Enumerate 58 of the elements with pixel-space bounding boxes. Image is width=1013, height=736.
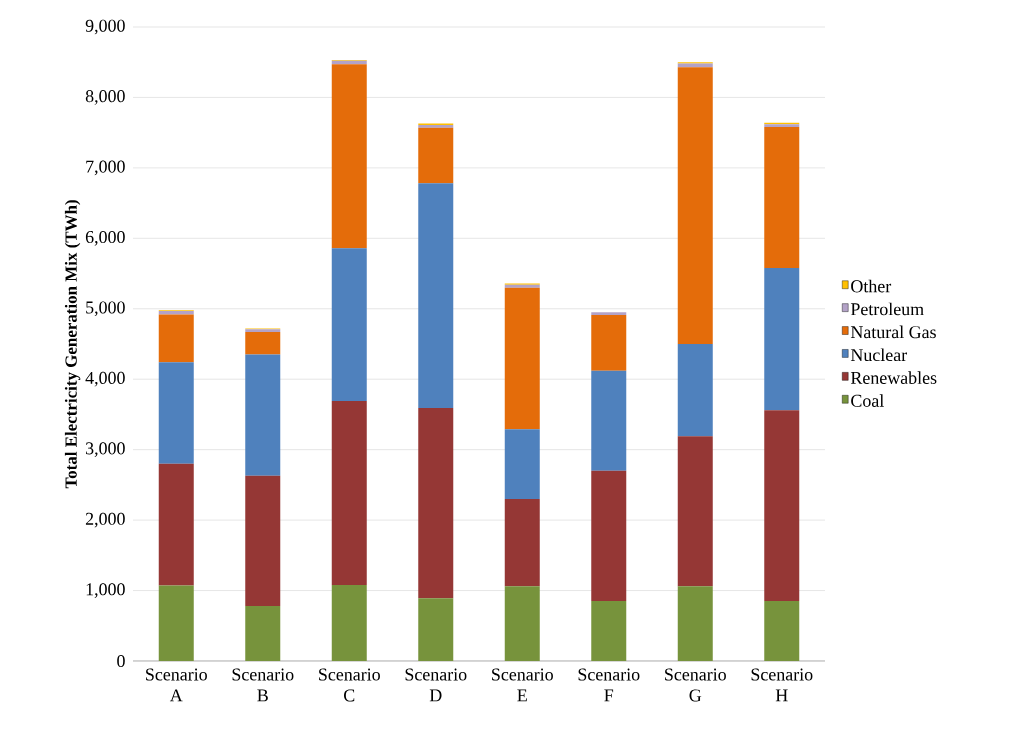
bar [764, 601, 800, 661]
y-tick-label: 9,000 [85, 19, 125, 35]
bar [418, 127, 454, 184]
bar [331, 248, 367, 402]
bar [677, 586, 713, 661]
bar [245, 332, 281, 355]
bar [764, 410, 800, 602]
bar [764, 267, 800, 411]
y-tick-label: 7,000 [86, 160, 125, 176]
x-tick-label: Scenario B [232, 668, 294, 702]
y-tick-label: 5,000 [86, 301, 125, 317]
bar [331, 584, 367, 661]
legend-label: Coal [851, 394, 884, 407]
bar [591, 370, 627, 471]
legend-label: Nuclear [850, 348, 908, 362]
bar [331, 64, 367, 249]
legend-label: Petroleum [850, 302, 924, 316]
bar [591, 601, 627, 661]
x-tick-label: Scenario H [751, 668, 813, 702]
y-tick-label: 4,000 [85, 371, 125, 387]
bar [158, 362, 194, 464]
bar [158, 463, 194, 586]
bar [591, 470, 627, 602]
bar [331, 401, 367, 585]
bar [677, 67, 713, 344]
legend-label: Natural Gas [850, 325, 936, 339]
x-tick-label: Scenario F [578, 668, 640, 702]
y-tick-label: 1,000 [86, 583, 125, 598]
bar [504, 498, 540, 587]
bar [245, 354, 281, 476]
bar [418, 183, 454, 409]
bar [418, 408, 454, 599]
x-tick-label: Scenario D [405, 668, 467, 702]
x-tick-label: Scenario A [146, 668, 207, 702]
y-tick-label: 0 [117, 654, 125, 668]
bar [504, 287, 540, 430]
y-tick-label: 2,000 [85, 512, 125, 528]
bar [158, 585, 194, 661]
bar [245, 606, 281, 661]
x-tick-label: Scenario C [319, 668, 380, 702]
bar [591, 312, 627, 316]
bar [504, 429, 540, 499]
legend-label: Renewables [850, 371, 937, 384]
bar [245, 475, 281, 607]
y-tick-label: 8,000 [85, 90, 125, 105]
bar [158, 314, 194, 363]
bar [418, 598, 454, 661]
y-tick-label: 6,000 [85, 230, 125, 246]
x-tick-label: Scenario G [665, 668, 726, 702]
bar [504, 586, 540, 661]
bar [677, 436, 713, 587]
bar [677, 343, 713, 437]
x-tick-label: Scenario E [492, 668, 553, 702]
bar [764, 127, 800, 268]
y-tick-label: 3,000 [86, 442, 125, 457]
y-axis-title: Total Electricity Generation Mix (TWh) [64, 200, 81, 489]
bar [591, 315, 627, 371]
legend-label: Other [851, 279, 892, 293]
